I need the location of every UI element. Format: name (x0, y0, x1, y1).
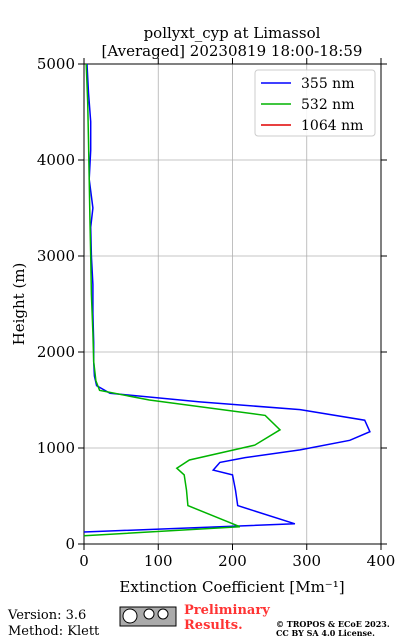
y-tick-label: 0 (65, 535, 75, 553)
version: Version: 3.6 (7, 608, 86, 623)
y-tick-label: 1000 (37, 439, 75, 457)
preliminary: Results. (184, 618, 243, 633)
copyright: © TROPOS & ECoE 2023. (276, 619, 390, 629)
cc-badge (119, 606, 177, 627)
legend-label: 355 nm (301, 76, 354, 92)
x-tick-label: 100 (144, 552, 173, 570)
x-tick-label: 200 (218, 552, 247, 570)
legend-label: 1064 nm (301, 118, 363, 134)
y-tick-label: 5000 (37, 55, 75, 73)
legend-label: 532 nm (301, 97, 354, 113)
chart-subtitle: [Averaged] 20230819 18:00-18:59 (102, 42, 363, 60)
plot-frame (83, 63, 382, 545)
x-axis-label: Extinction Coefficient [Mm⁻¹] (119, 578, 344, 596)
profile-line (83, 63, 282, 537)
profile-line (83, 63, 371, 533)
x-tick-label: 300 (292, 552, 321, 570)
chart-title: pollyxt_cyp at Limassol (144, 24, 321, 42)
preliminary: Preliminary (184, 603, 270, 618)
copyright: CC BY SA 4.0 License. (276, 628, 375, 638)
y-tick-label: 3000 (37, 247, 75, 265)
y-tick-label: 2000 (37, 343, 75, 361)
y-tick-label: 4000 (37, 151, 75, 169)
x-tick-label: 0 (79, 552, 89, 570)
method: Method: Klett (8, 624, 100, 639)
x-tick-label: 400 (367, 552, 396, 570)
legend-box (254, 69, 376, 137)
y-axis-label: Height (m) (10, 263, 28, 346)
